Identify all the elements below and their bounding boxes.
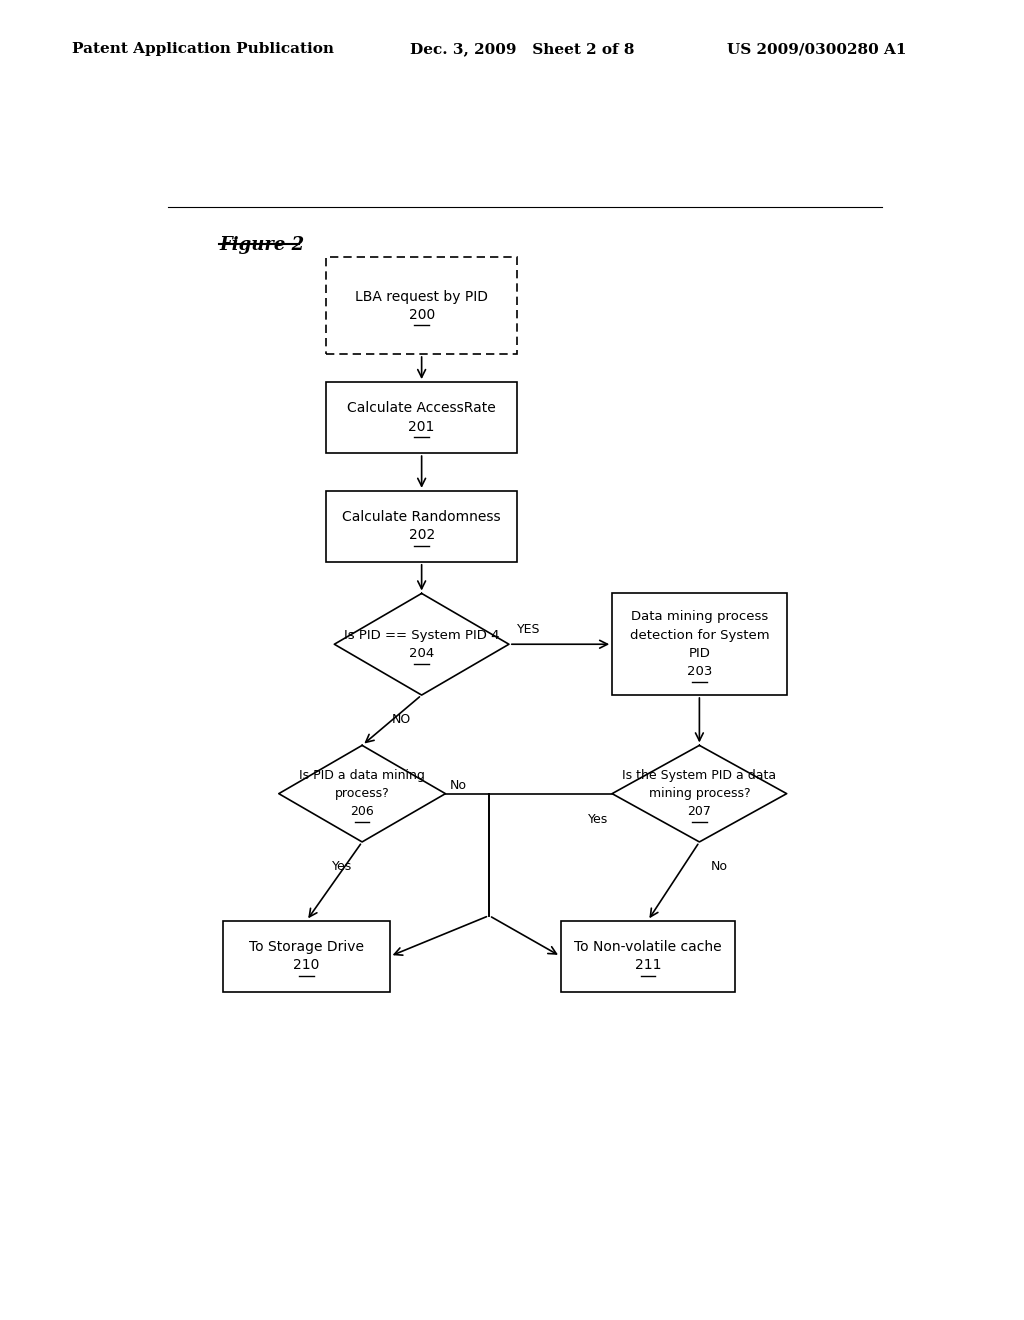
Text: Yes: Yes	[332, 861, 352, 874]
Text: Is PID == System PID 4: Is PID == System PID 4	[344, 628, 500, 642]
Text: 203: 203	[687, 665, 712, 678]
Text: 210: 210	[293, 958, 319, 973]
Text: LBA request by PID: LBA request by PID	[355, 289, 488, 304]
Text: Data mining process: Data mining process	[631, 610, 768, 623]
FancyBboxPatch shape	[327, 381, 517, 453]
Text: Yes: Yes	[588, 813, 608, 825]
Text: To Non-volatile cache: To Non-volatile cache	[574, 940, 722, 954]
FancyBboxPatch shape	[327, 257, 517, 354]
Text: Calculate AccessRate: Calculate AccessRate	[347, 401, 496, 416]
Text: US 2009/0300280 A1: US 2009/0300280 A1	[727, 42, 906, 57]
Text: Is PID a data mining: Is PID a data mining	[299, 768, 425, 781]
Text: 206: 206	[350, 805, 374, 818]
Text: No: No	[450, 779, 466, 792]
Text: Figure 2: Figure 2	[219, 236, 304, 253]
Text: 202: 202	[409, 528, 435, 543]
Text: 207: 207	[687, 805, 712, 818]
FancyBboxPatch shape	[223, 921, 390, 991]
Text: 204: 204	[409, 647, 434, 660]
Text: Calculate Randomness: Calculate Randomness	[342, 511, 501, 524]
Text: Dec. 3, 2009   Sheet 2 of 8: Dec. 3, 2009 Sheet 2 of 8	[410, 42, 634, 57]
Text: 201: 201	[409, 420, 435, 434]
Text: process?: process?	[335, 787, 389, 800]
Text: Is the System PID a data: Is the System PID a data	[623, 768, 776, 781]
FancyBboxPatch shape	[612, 594, 786, 696]
FancyBboxPatch shape	[560, 921, 735, 991]
Text: NO: NO	[392, 713, 412, 726]
Text: 200: 200	[409, 308, 435, 322]
FancyBboxPatch shape	[327, 491, 517, 562]
Text: detection for System: detection for System	[630, 628, 769, 642]
Text: YES: YES	[517, 623, 541, 636]
Text: No: No	[711, 861, 728, 874]
Text: To Storage Drive: To Storage Drive	[249, 940, 365, 954]
Text: PID: PID	[688, 647, 711, 660]
Text: 211: 211	[635, 958, 662, 973]
Text: Patent Application Publication: Patent Application Publication	[72, 42, 334, 57]
Text: mining process?: mining process?	[648, 787, 751, 800]
